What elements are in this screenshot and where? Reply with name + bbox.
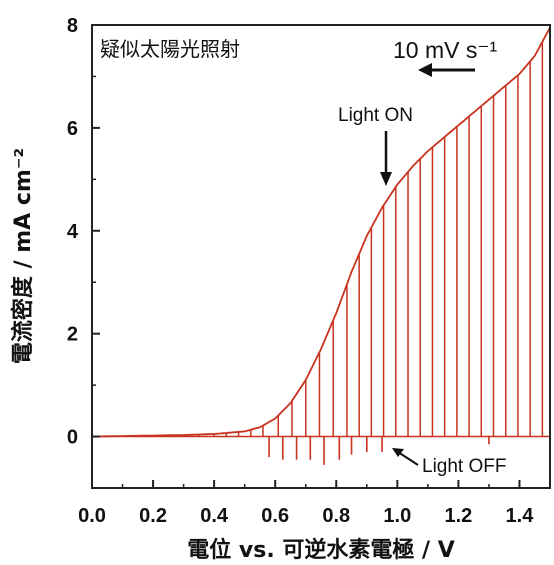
x-tick-label: 1.2	[444, 505, 472, 527]
photocurrent-envelope	[91, 27, 551, 438]
x-tick-label: 0.0	[78, 505, 106, 527]
y-tick-label: 4	[67, 221, 79, 243]
y-tick-label: 8	[67, 15, 78, 37]
x-tick-label: 0.8	[322, 505, 350, 527]
x-tick-label: 1.0	[383, 505, 411, 527]
scan-direction-arrow	[418, 63, 475, 77]
plot-marks	[91, 27, 551, 465]
y-tick-label: 6	[67, 118, 78, 140]
axes: 0.0 0.2 0.4 0.6 0.8 1.0 1.2 1.4 0 2 4 6 8	[67, 15, 534, 527]
x-tick-label: 0.4	[200, 505, 229, 527]
light-off-label: Light OFF	[422, 456, 506, 477]
x-axis-title: 電位 vs. 可逆水素電極 / V	[187, 537, 455, 563]
x-tick-label: 0.2	[139, 505, 167, 527]
x-tick-label: 0.6	[261, 505, 289, 527]
y-tick-label: 0	[67, 427, 78, 449]
light-off-arrow	[392, 448, 419, 466]
light-on-label: Light ON	[338, 105, 413, 126]
light-on-arrow	[380, 131, 392, 186]
scan-rate-label: 10 mV s⁻¹	[393, 37, 498, 63]
y-tick-label: 2	[67, 324, 78, 346]
y-axis-title: 電流密度 / mA cm⁻²	[10, 148, 36, 364]
plot-frame	[91, 24, 551, 489]
x-tick-label: 1.4	[506, 505, 535, 527]
chart-title: 疑似太陽光照射	[100, 37, 240, 61]
